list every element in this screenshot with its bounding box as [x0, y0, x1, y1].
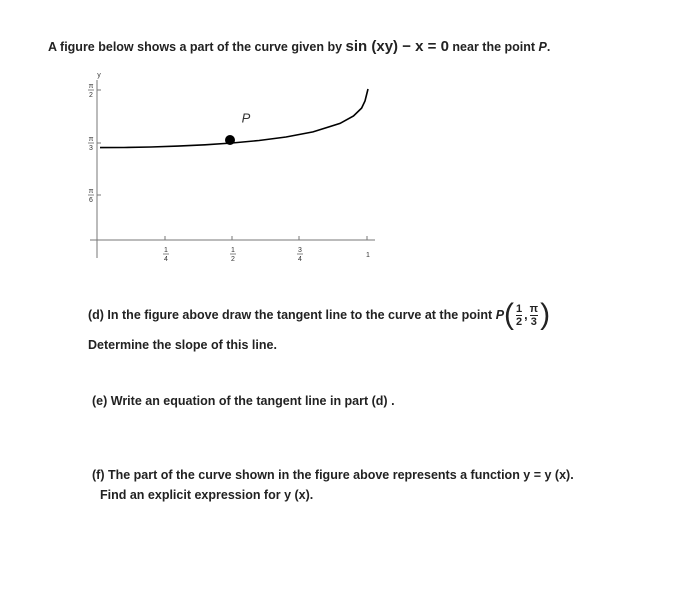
part-d-point: P — [495, 308, 505, 322]
tick-den: 2 — [89, 92, 93, 99]
point: P — [538, 40, 547, 54]
num: π — [529, 302, 539, 316]
y-axis-label: y — [97, 72, 101, 79]
part-e: (e) Write an equation of the tangent lin… — [92, 394, 395, 408]
tick-den: 4 — [164, 256, 168, 263]
num: 1 — [516, 302, 523, 316]
curve — [99, 88, 369, 149]
part-f-line1: (f) The part of the curve shown in the f… — [92, 468, 574, 482]
point-label: P — [242, 110, 251, 125]
tick-num: π — [89, 188, 94, 195]
tick-den: 2 — [231, 256, 235, 263]
tick-num: 1 — [231, 247, 235, 254]
equation: sin (xy) − x = 0 — [345, 38, 449, 55]
tick-num: 1 — [164, 247, 168, 254]
part-f-line2: Find an explicit expression for y (x). — [100, 488, 314, 502]
den: 2 — [516, 315, 523, 328]
end: . — [546, 40, 551, 54]
part-d-slope: Determine the slope of this line. — [88, 338, 277, 352]
near: near the point — [452, 40, 536, 54]
tick-den: 4 — [298, 256, 302, 263]
den: 3 — [530, 315, 537, 328]
figure: y π 2 π 3 π 6 1 4 1 2 3 4 1 P — [88, 72, 375, 263]
point-p — [225, 135, 235, 145]
tick-den: 6 — [89, 197, 93, 204]
intro: A figure below shows a part of the curve… — [48, 40, 343, 54]
y-ticks: π 2 π 3 π 6 — [88, 83, 101, 204]
part-d-text: (d) In the figure above draw the tangent… — [88, 308, 493, 322]
tick-num: π — [89, 83, 94, 90]
tick-label: 1 — [366, 252, 370, 259]
intro-line: A figure below shows a part of the curve… — [48, 38, 550, 55]
x-ticks: 1 4 1 2 3 4 1 — [163, 236, 370, 263]
tick-num: 3 — [298, 247, 302, 254]
paren: ( — [504, 298, 515, 331]
tick-num: π — [89, 136, 94, 143]
part-d: (d) In the figure above draw the tangent… — [88, 298, 551, 331]
tick-den: 3 — [89, 145, 93, 152]
paren: ) — [540, 298, 551, 331]
